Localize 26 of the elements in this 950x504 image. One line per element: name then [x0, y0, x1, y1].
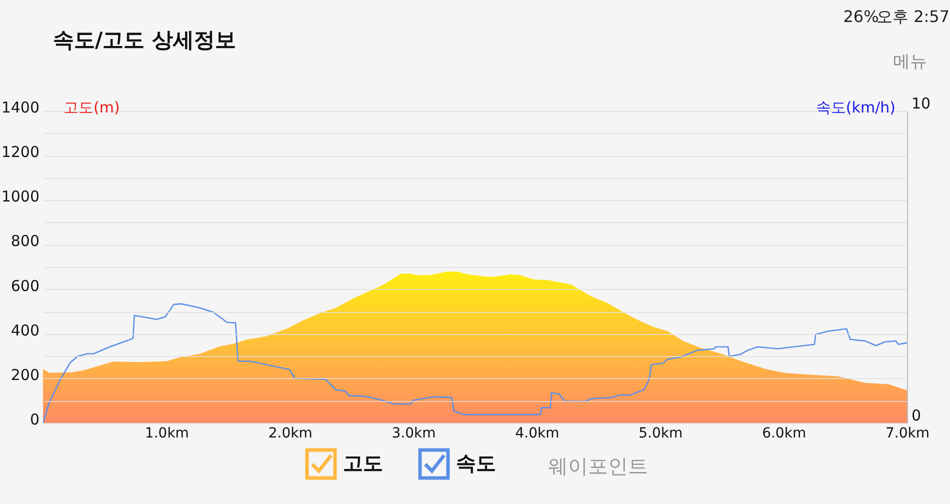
y2-tick-label: 10: [912, 94, 931, 112]
y2-axis-title: 속도(km/h): [816, 98, 896, 116]
y-tick-label: 1200: [1, 143, 40, 162]
y-tick-label: 600: [10, 276, 40, 295]
legend-label: 속도: [456, 451, 496, 475]
x-tick-label: 6.0km: [762, 426, 806, 442]
legend-label: 고도: [343, 451, 383, 475]
y-tick-label: 0: [30, 410, 40, 428]
y2-tick-label: 0: [912, 406, 922, 424]
y-tick-label: 1000: [1, 188, 40, 206]
x-tick-label: 4.0km: [515, 426, 560, 442]
y-tick-label: 200: [10, 366, 40, 384]
text: 웨이포인트: [548, 454, 648, 478]
x-tick-label: 1.0km: [144, 426, 189, 442]
text: 메뉴: [893, 52, 927, 72]
x-tick-label: 7.0km: [885, 426, 930, 442]
x-tick-label: 5.0km: [638, 426, 683, 442]
x-tick-label: 2.0km: [268, 426, 312, 442]
text: 오후 2:57: [876, 7, 950, 26]
text: 26%: [843, 7, 879, 26]
y-tick-label: 1400: [1, 98, 40, 116]
chart-title: 속도/고도 상세정보: [53, 28, 236, 52]
x-tick-label: 3.0km: [392, 426, 436, 442]
y-tick-label: 800: [10, 232, 40, 250]
y-axis-title: 고도(m): [64, 98, 120, 116]
y-tick-label: 400: [10, 321, 40, 340]
